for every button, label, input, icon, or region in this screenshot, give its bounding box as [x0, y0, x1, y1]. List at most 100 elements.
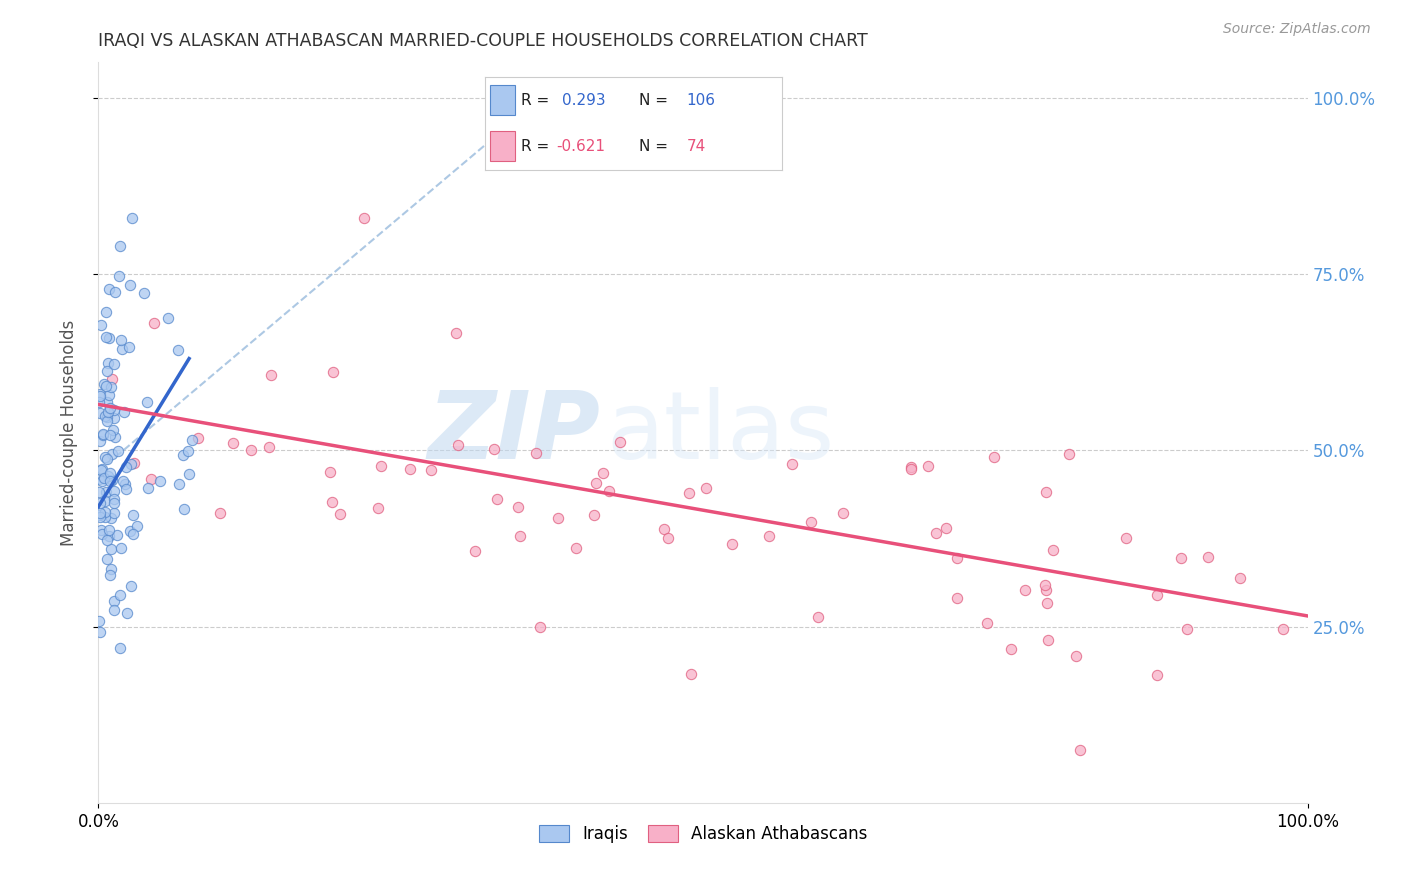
Point — [1035, 485, 1057, 500]
Point — [100, 542, 122, 557]
Point — [125, 519, 148, 533]
Point — [91, 427, 114, 442]
Point — [96, 364, 118, 378]
Point — [1038, 633, 1060, 648]
Point — [103, 483, 125, 498]
Point — [800, 515, 823, 529]
Point — [945, 551, 967, 566]
Point — [89, 485, 111, 500]
Point — [94, 330, 117, 344]
Point — [917, 459, 939, 474]
Point — [97, 529, 120, 543]
Point — [1146, 668, 1168, 682]
Point — [96, 414, 118, 428]
Point — [104, 285, 127, 299]
Point — [240, 443, 263, 458]
Point — [807, 610, 830, 624]
Point — [90, 524, 112, 538]
Point — [900, 459, 922, 474]
Point — [115, 606, 138, 620]
Point — [97, 405, 120, 419]
Point — [120, 458, 142, 472]
Point — [89, 496, 111, 510]
Point — [446, 326, 468, 340]
Point — [96, 410, 118, 425]
Point — [112, 405, 135, 419]
Point — [598, 484, 620, 499]
Point — [329, 507, 352, 521]
Point — [91, 428, 114, 442]
Point — [111, 343, 134, 357]
Point — [121, 211, 143, 225]
Point — [524, 446, 547, 460]
Point — [1271, 622, 1294, 636]
Point — [681, 666, 703, 681]
Point — [1042, 543, 1064, 558]
Point — [96, 305, 118, 319]
Point — [1175, 623, 1198, 637]
Point — [115, 460, 138, 475]
Point — [89, 387, 111, 401]
Point — [208, 506, 231, 520]
Point — [260, 368, 283, 382]
Point — [945, 591, 967, 605]
Point — [167, 343, 190, 357]
Point — [1036, 596, 1059, 610]
Point — [89, 510, 111, 524]
Point — [96, 356, 118, 370]
Point — [100, 473, 122, 487]
Point — [1014, 583, 1036, 598]
Point — [506, 500, 529, 514]
Point — [143, 316, 166, 330]
Point — [89, 434, 111, 449]
Point — [98, 331, 121, 345]
Point — [87, 395, 110, 409]
Point — [96, 379, 118, 393]
Point — [98, 401, 121, 416]
Point — [89, 406, 111, 420]
Point — [935, 521, 957, 535]
Point — [1146, 588, 1168, 602]
Point — [983, 450, 1005, 464]
Point — [139, 472, 162, 486]
Point — [592, 466, 614, 480]
Point — [94, 494, 117, 508]
Point — [1229, 571, 1251, 585]
Point — [758, 529, 780, 543]
Point — [91, 526, 114, 541]
Point — [122, 456, 145, 470]
Point — [89, 506, 111, 520]
Point — [107, 444, 129, 458]
Point — [1035, 578, 1057, 592]
Point — [169, 477, 191, 491]
Point — [100, 567, 122, 582]
Point — [96, 395, 118, 409]
Point — [136, 481, 159, 495]
Point — [1069, 743, 1091, 757]
Point — [87, 471, 110, 485]
Legend: Iraqis, Alaskan Athabascans: Iraqis, Alaskan Athabascans — [531, 819, 875, 850]
Point — [173, 502, 195, 516]
Point — [96, 533, 118, 547]
Text: Source: ZipAtlas.com: Source: ZipAtlas.com — [1223, 22, 1371, 37]
Text: ZIP: ZIP — [427, 386, 600, 479]
Point — [1197, 549, 1219, 564]
Point — [98, 474, 121, 488]
Point — [157, 311, 180, 326]
Point — [93, 510, 115, 524]
Point — [180, 433, 202, 447]
Point — [609, 434, 631, 449]
Point — [103, 603, 125, 617]
Point — [90, 463, 112, 477]
Point — [97, 282, 120, 296]
Y-axis label: Married-couple Households: Married-couple Households — [59, 319, 77, 546]
Point — [97, 523, 120, 537]
Point — [583, 508, 606, 523]
Text: IRAQI VS ALASKAN ATHABASCAN MARRIED-COUPLE HOUSEHOLDS CORRELATION CHART: IRAQI VS ALASKAN ATHABASCAN MARRIED-COUP… — [98, 32, 868, 50]
Point — [924, 525, 946, 540]
Point — [97, 468, 120, 483]
Point — [547, 511, 569, 525]
Point — [94, 450, 117, 465]
Point — [103, 496, 125, 510]
Point — [94, 484, 117, 499]
